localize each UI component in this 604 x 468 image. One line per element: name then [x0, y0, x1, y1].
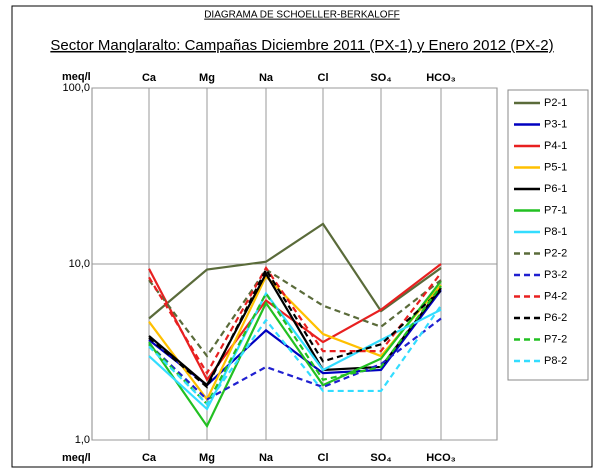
legend-box [507, 89, 589, 381]
x-tick-label: SO₄ [370, 452, 391, 464]
legend-label: P2-2 [544, 247, 567, 259]
x-tick-label: Na [259, 452, 274, 464]
chart-title: DIAGRAMA DE SCHOELLER-BERKALOFF [204, 10, 400, 21]
legend-label: P4-2 [544, 290, 567, 302]
legend-label: P7-1 [544, 204, 567, 216]
series-line [148, 222, 442, 320]
x-tick-label: Cl [318, 452, 329, 464]
x-tick-label: Na [259, 72, 274, 84]
x-tick-label: Ca [142, 72, 157, 84]
series-line [148, 291, 442, 411]
x-tick-label: Mg [199, 452, 215, 464]
x-tick-label: HCO₃ [426, 72, 456, 84]
legend-label: P3-1 [544, 118, 567, 130]
x-tick-label: Cl [318, 72, 329, 84]
y-tick-label: 1,0 [75, 434, 90, 446]
x-tick-label: SO₄ [370, 72, 391, 84]
legend-label: P7-2 [544, 333, 567, 345]
series-line [148, 267, 442, 389]
legend-label: P2-1 [544, 97, 567, 109]
y-tick-label: 10,0 [69, 258, 90, 270]
legend-label: P6-2 [544, 312, 567, 324]
series-line [148, 268, 442, 358]
x-tick-label: Mg [199, 72, 215, 84]
x-tick-label: HCO₃ [426, 452, 456, 464]
y-tick-label: 100,0 [62, 82, 90, 94]
chart-subtitle: Sector Manglaralto: Campañas Diciembre 2… [50, 37, 553, 54]
series-line [148, 271, 442, 387]
legend-label: P6-1 [544, 183, 567, 195]
y-axis-label: meq/l [62, 452, 91, 464]
series-line [148, 285, 442, 406]
legend-label: P8-2 [544, 355, 567, 367]
legend-label: P8-1 [544, 226, 567, 238]
x-tick-label: Ca [142, 452, 157, 464]
legend-label: P3-2 [544, 269, 567, 281]
y-axis-label: meq/l [62, 71, 91, 83]
legend-label: P4-1 [544, 140, 567, 152]
legend-label: P5-1 [544, 161, 567, 173]
series-line [148, 280, 442, 429]
series-line [148, 265, 442, 376]
series-line [148, 317, 442, 401]
series-line [148, 305, 442, 406]
